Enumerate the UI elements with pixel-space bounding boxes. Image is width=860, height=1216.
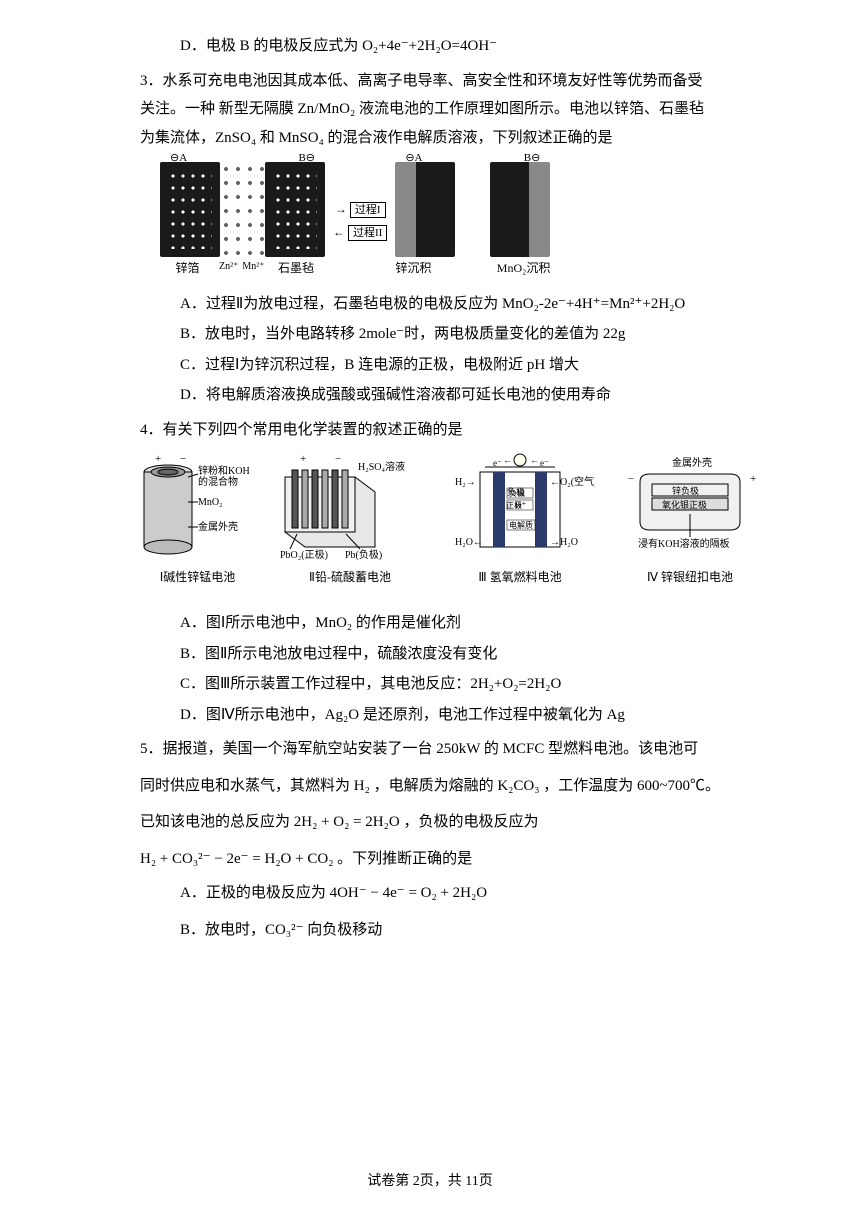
svg-text:H₂O←: H₂O← — [455, 537, 483, 548]
device-4: 金属外壳 +− 锌负极 氧化银正极 浸有KOH溶液的隔板 Ⅳ 锌银纽扣电池 — [620, 452, 760, 589]
svg-text:金属外壳: 金属外壳 — [198, 520, 238, 533]
zinc-foil-panel — [160, 162, 220, 257]
svg-text:+: + — [300, 453, 306, 465]
mno2-deposit-panel — [490, 162, 550, 257]
svg-text:MnO₂: MnO₂ — [198, 497, 223, 508]
q3-line1: 3．水系可充电电池因其成本低、高离子电导率、高安全性和环境友好性等优势而备受 — [140, 67, 760, 96]
q5-option-b: B．放电时，CO₃²⁻ 向负极移动 — [140, 916, 760, 945]
graphite-panel — [265, 162, 325, 257]
q3-line3: 为集流体，ZnSO₄ 和 MnSO₄ 的混合液作电解质溶液，下列叙述正确的是 — [140, 124, 760, 153]
q3-option-c: C．过程Ⅰ为锌沉积过程，B 连电源的正极，电极附近 pH 增大 — [140, 351, 760, 380]
svg-text:+: + — [750, 473, 756, 485]
zn-deposit-label: 锌沉积 — [395, 257, 431, 280]
svg-text:电解质: 电解质 — [509, 520, 533, 530]
svg-text:锌负极: 锌负极 — [672, 485, 699, 496]
zn-deposit-panel — [395, 162, 455, 257]
svg-text:←: ← — [503, 455, 512, 465]
svg-text:浸有KOH溶液的隔板: 浸有KOH溶液的隔板 — [638, 537, 730, 550]
zinc-foil-label: 锌箔 — [160, 257, 215, 280]
graphite-label: 石墨毡 — [269, 257, 324, 280]
svg-text:e⁻: e⁻ — [540, 458, 549, 468]
q4-option-c: C．图Ⅲ所示装置工作过程中，其电池反应：2H₂+O₂=2H₂O — [140, 670, 760, 699]
device-1: +− 锌粉和KOH 的混合物 MnO₂ 金属外壳 Ⅰ碱性锌锰电池 — [140, 452, 255, 589]
svg-text:←: ← — [530, 455, 539, 465]
device-3: e⁻e⁻ ←← H₂→ ←O₂(空气) 负极 负极 H⁺ 正极 电解质 H₂O←… — [445, 452, 595, 589]
svg-text:+: + — [155, 453, 161, 465]
svg-text:−: − — [180, 453, 186, 465]
svg-text:金属外壳: 金属外壳 — [672, 456, 712, 469]
process-arrows: → 过程I ← 过程II — [333, 198, 387, 244]
svg-text:PbO₂(正极): PbO₂(正极) — [280, 548, 328, 561]
svg-text:←O₂(空气): ←O₂(空气) — [550, 475, 595, 488]
svg-text:e⁻: e⁻ — [493, 458, 502, 468]
svg-text:→H₂O: →H₂O — [550, 537, 578, 548]
q5-line2: 同时供应电和水蒸气，其燃料为 H₂ ，电解质为熔融的 K₂CO₃ ，工作温度为 … — [140, 772, 760, 801]
q3-option-b: B．放电时，当外电路转移 2mole⁻时，两电极质量变化的差值为 22g — [140, 320, 760, 349]
q3-line2: 关注。一种 新型无隔膜 Zn/MnO₂ 液流电池的工作原理如图所示。电池以锌箔、… — [140, 95, 760, 124]
q5-stem: 5．据报道，美国一个海军航空站安装了一台 250kW 的 MCFC 型燃料电池。… — [140, 735, 760, 873]
svg-text:锌粉和KOH: 锌粉和KOH — [198, 464, 250, 477]
device-2: +− H₂SO₄溶液 PbO₂(正极) Pb(负极) Ⅱ铅-硫酸蓄电池 — [280, 452, 420, 589]
q5-option-a: A．正极的电极反应为 4OH⁻ − 4e⁻ = O₂ + 2H₂O — [140, 879, 760, 908]
q3-option-d: D．将电解质溶液换成强酸或强碱性溶液都可延长电池的使用寿命 — [140, 381, 760, 410]
q5-line1: 5．据报道，美国一个海军航空站安装了一台 250kW 的 MCFC 型燃料电池。… — [140, 735, 760, 764]
q4-stem: 4．有关下列四个常用电化学装置的叙述正确的是 — [140, 416, 760, 445]
q4-option-a: A．图Ⅰ所示电池中，MnO₂ 的作用是催化剂 — [140, 609, 760, 638]
q4-devices: +− 锌粉和KOH 的混合物 MnO₂ 金属外壳 Ⅰ碱性锌锰电池 +− H₂SO… — [140, 452, 760, 589]
q4-option-b: B．图Ⅱ所示电池放电过程中，硫酸浓度没有变化 — [140, 640, 760, 669]
svg-text:氧化银正极: 氧化银正极 — [662, 499, 707, 510]
svg-text:正极: 正极 — [506, 500, 522, 510]
page-footer: 试卷第 2页，共 11页 — [0, 1169, 860, 1196]
svg-text:的混合物: 的混合物 — [198, 475, 238, 488]
q4-option-d: D．图Ⅳ所示电池中，Ag₂O 是还原剂，电池工作过程中被氧化为 Ag — [140, 701, 760, 730]
q5-formula: H₂ + CO₃²⁻ − 2e⁻ = H₂O + CO₂ 。下列推断正确的是 — [140, 845, 760, 874]
q3-stem: 3．水系可充电电池因其成本低、高离子电导率、高安全性和环境友好性等优势而备受 关… — [140, 67, 760, 153]
q5-line3: 已知该电池的总反应为 2H₂ + O₂ = 2H₂O ，负极的电极反应为 — [140, 808, 760, 837]
svg-text:−: − — [628, 473, 634, 485]
svg-text:Pb(负极): Pb(负极) — [345, 548, 382, 561]
q3-option-a: A．过程Ⅱ为放电过程，石墨毡电极的电极反应为 MnO₂-2e⁻+4H⁺=Mn²⁺… — [140, 290, 760, 319]
mno2-deposit-label: MnO₂沉积 — [497, 257, 551, 280]
q3-diagram: ⊖A B⊖ 锌箔 Zn²⁺ Mn²⁺ 石墨毡 → 过程I ← 过程II ⊖A B… — [140, 162, 760, 280]
svg-text:−: − — [335, 453, 341, 465]
svg-text:H₂SO₄溶液: H₂SO₄溶液 — [358, 460, 405, 473]
q2-option-d: D．电极 B 的电极反应式为 O₂+4e⁻+2H₂O=4OH⁻ — [140, 32, 760, 61]
svg-text:H₂→: H₂→ — [455, 477, 476, 488]
svg-text:负极: 负极 — [509, 488, 525, 498]
